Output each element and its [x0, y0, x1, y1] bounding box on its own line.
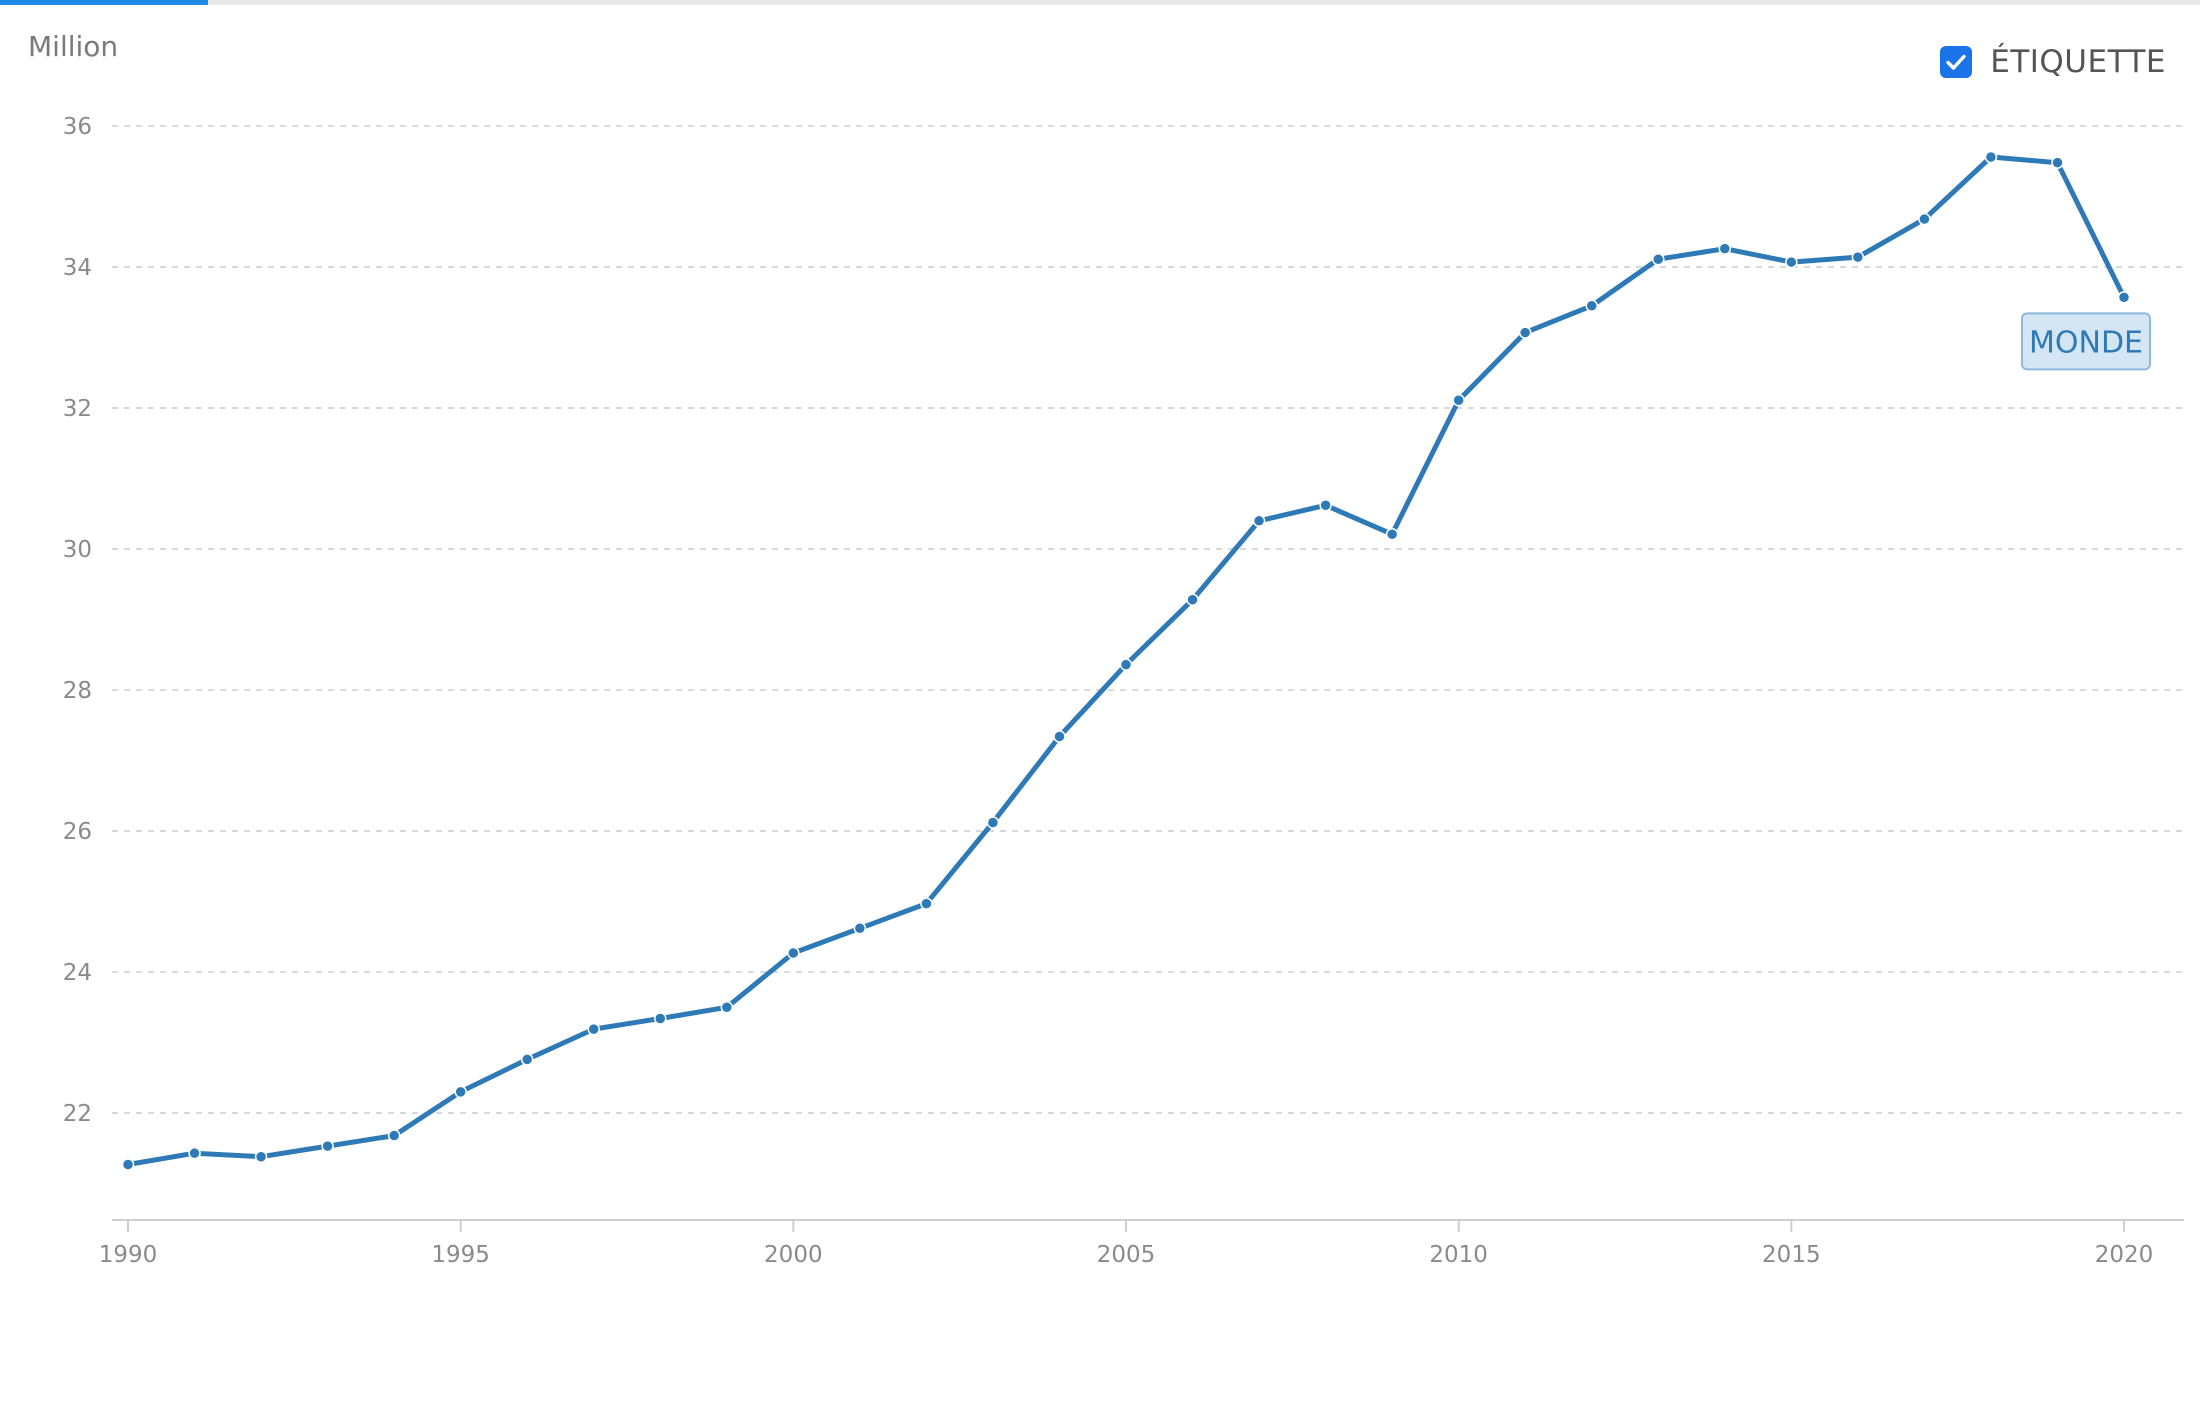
- series-label: MONDE: [2029, 325, 2143, 360]
- top-border: [0, 0, 2200, 5]
- y-tick-label: 34: [63, 255, 92, 281]
- checkmark-icon: [1946, 54, 1966, 70]
- x-tick-label: 2005: [1097, 1242, 1156, 1268]
- label-checkbox[interactable]: [1940, 46, 1973, 78]
- x-tick-label: 2000: [764, 1242, 823, 1268]
- data-point[interactable]: [1385, 527, 1399, 541]
- data-point[interactable]: [1452, 393, 1465, 407]
- y-tick-label: 30: [63, 537, 92, 563]
- data-point[interactable]: [520, 1053, 534, 1066]
- y-axis-ticks: 22 24 26 28 30 32 34 36: [63, 114, 92, 1127]
- data-point[interactable]: [1518, 326, 1532, 339]
- x-tick-label: 1990: [99, 1242, 158, 1268]
- series-layer: [121, 150, 2131, 1171]
- x-tick-label: 1995: [431, 1242, 490, 1268]
- data-point[interactable]: [1053, 730, 1066, 743]
- data-point[interactable]: [587, 1022, 600, 1036]
- label-toggle[interactable]: ÉTIQUETTE: [1940, 44, 2166, 80]
- x-tick-label: 2015: [1762, 1242, 1821, 1268]
- data-point[interactable]: [254, 1150, 268, 1163]
- data-point[interactable]: [188, 1146, 201, 1160]
- y-tick-label: 28: [63, 678, 92, 704]
- data-point[interactable]: [387, 1129, 401, 1142]
- data-point[interactable]: [2117, 291, 2131, 304]
- data-point[interactable]: [121, 1158, 135, 1171]
- data-point[interactable]: [2051, 156, 2064, 169]
- data-point[interactable]: [787, 946, 800, 960]
- data-point[interactable]: [1186, 593, 1199, 607]
- series-end-label: MONDE: [2021, 312, 2151, 371]
- data-point[interactable]: [720, 1001, 734, 1014]
- y-tick-label: 26: [63, 819, 92, 845]
- data-point[interactable]: [1718, 242, 1732, 255]
- data-point[interactable]: [1851, 250, 1865, 264]
- data-point[interactable]: [1252, 514, 1266, 528]
- data-point[interactable]: [1652, 252, 1665, 266]
- data-point[interactable]: [1918, 212, 1931, 226]
- grid-lines: [112, 125, 2184, 1114]
- x-axis-ticks: 1990 1995 2000 2005 2010 2015 2020: [99, 1220, 2154, 1268]
- x-tick-label: 2010: [1429, 1242, 1488, 1268]
- data-point[interactable]: [920, 897, 933, 910]
- data-point[interactable]: [1785, 255, 1798, 269]
- data-point[interactable]: [853, 922, 867, 935]
- data-point[interactable]: [1119, 658, 1133, 671]
- data-point[interactable]: [986, 816, 1000, 829]
- y-tick-label: 36: [63, 114, 92, 140]
- data-point[interactable]: [321, 1139, 334, 1153]
- y-tick-label: 32: [63, 396, 92, 422]
- data-point[interactable]: [1585, 299, 1598, 313]
- y-axis-unit-label: Million: [28, 30, 119, 63]
- label-toggle-text: ÉTIQUETTE: [1990, 44, 2166, 80]
- active-tab-indicator: [0, 0, 208, 5]
- y-tick-label: 24: [63, 960, 92, 986]
- data-point[interactable]: [1984, 150, 1998, 164]
- data-point[interactable]: [1319, 499, 1332, 512]
- data-point[interactable]: [654, 1012, 667, 1025]
- x-tick-label: 2020: [2095, 1242, 2154, 1268]
- series-label-box: [2021, 312, 2151, 371]
- y-tick-label: 22: [63, 1101, 92, 1127]
- data-point[interactable]: [454, 1085, 467, 1099]
